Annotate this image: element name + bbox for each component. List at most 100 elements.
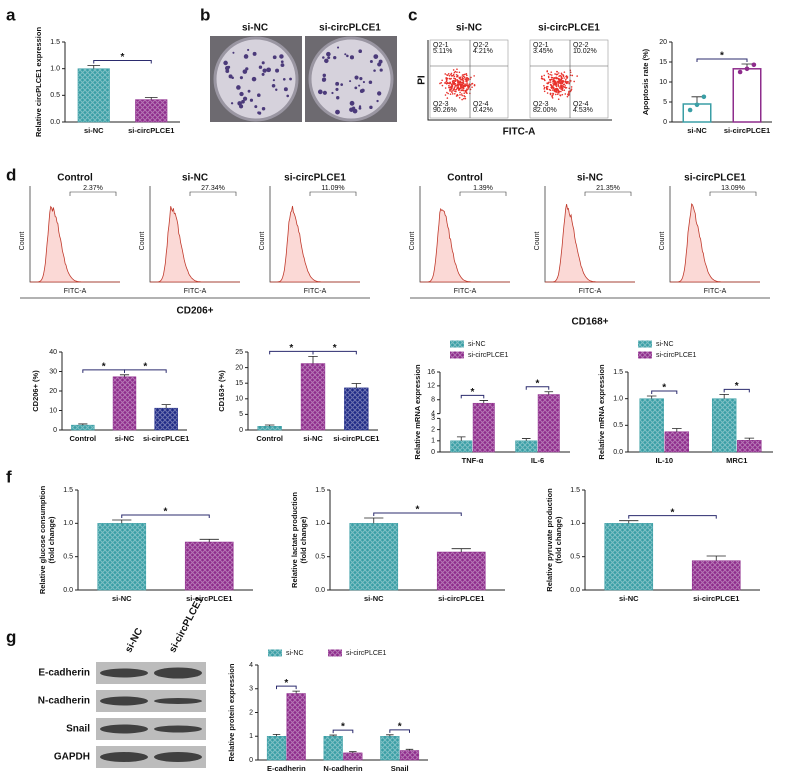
- error-bar: [405, 748, 414, 751]
- event-dot: [555, 93, 557, 96]
- event-dot: [464, 73, 466, 76]
- legend-label: si-NC: [286, 650, 304, 657]
- panel-label: f: [6, 467, 12, 486]
- legend-label: si-circPLCE1: [346, 650, 387, 657]
- y-tick-label: 1.0: [315, 520, 325, 527]
- bar: [257, 426, 282, 431]
- y-tick-label: 1.5: [50, 39, 60, 46]
- colony: [261, 61, 265, 65]
- event-dot: [558, 87, 561, 89]
- colony: [336, 46, 340, 49]
- event-dot: [570, 86, 573, 88]
- histogram: [270, 205, 360, 283]
- y-axis-label: Relative mRNA expression: [597, 364, 606, 460]
- event-dot: [454, 80, 457, 83]
- significance-bracket: [696, 58, 748, 62]
- y-tick-label: 30: [49, 368, 57, 375]
- y-tick-label: 1.0: [50, 66, 60, 73]
- significance-label: *: [735, 381, 739, 392]
- axis-line: [669, 186, 760, 283]
- event-dot: [468, 83, 471, 85]
- y-tick-label: 4: [431, 410, 435, 417]
- event-dot: [564, 80, 567, 82]
- significance-bracket: [525, 386, 550, 390]
- event-dot: [556, 88, 559, 90]
- x-tick-label: IL-10: [655, 456, 673, 465]
- colony: [349, 100, 355, 106]
- significance-label: *: [143, 361, 147, 372]
- gate-bracket: [309, 191, 357, 196]
- event-dot: [555, 88, 557, 91]
- error-bar: [199, 538, 219, 542]
- bar: [537, 394, 560, 453]
- event-dot: [454, 88, 456, 91]
- axis-line: [427, 40, 612, 121]
- event-dot: [454, 70, 457, 73]
- event-dot: [555, 73, 558, 76]
- event-dot: [452, 88, 455, 91]
- y-axis-label: (fold change): [299, 516, 308, 564]
- significance-bracket: [389, 729, 410, 733]
- event-dot: [444, 82, 446, 84]
- x-tick-label: N-cadherin: [323, 764, 363, 773]
- event-dot: [552, 93, 555, 95]
- x-tick-label: si-circPLCE1: [128, 126, 174, 135]
- event-dot: [550, 84, 553, 87]
- x-tick-label: si-circPLCE1: [186, 594, 232, 603]
- band: [100, 696, 148, 706]
- error-bar: [364, 517, 384, 524]
- event-dot: [543, 90, 546, 93]
- event-dot: [556, 77, 559, 79]
- x-tick-label: si-circPLCE1: [724, 126, 770, 135]
- gate-bracket: [189, 191, 237, 196]
- axis-label: Count: [659, 232, 666, 251]
- event-dot: [456, 75, 459, 78]
- colony: [279, 54, 284, 59]
- colony: [368, 80, 373, 84]
- significance-label: *: [471, 387, 475, 398]
- event-dot: [561, 80, 564, 83]
- event-dot: [448, 82, 451, 85]
- plot-title: si-circPLCE1: [538, 23, 600, 34]
- event-dot: [457, 83, 460, 86]
- quadrant-name: Q2-1: [533, 42, 549, 49]
- y-tick-label: 1.5: [613, 369, 623, 376]
- colony: [369, 59, 373, 63]
- event-dot: [462, 97, 465, 100]
- colony: [282, 77, 286, 81]
- panel-label: a: [6, 5, 16, 24]
- event-dot: [550, 78, 552, 81]
- gate-bracket: [584, 191, 632, 196]
- event-dot: [447, 73, 450, 75]
- quadrant-percent: 0.42%: [473, 107, 493, 114]
- event-dot: [566, 95, 569, 98]
- x-tick-label: si-NC: [687, 126, 707, 135]
- y-axis-label: Relative mRNA expression: [413, 364, 422, 460]
- event-dot: [550, 76, 553, 79]
- event-dot: [466, 77, 469, 79]
- event-dot: [558, 85, 560, 88]
- event-dot: [456, 87, 458, 90]
- histogram: [420, 207, 510, 283]
- error-bar: [646, 395, 657, 399]
- colony: [275, 88, 278, 91]
- event-dot: [462, 80, 465, 82]
- event-dot: [445, 80, 448, 82]
- colony: [242, 96, 248, 101]
- event-dot: [465, 77, 467, 80]
- data-point: [687, 107, 693, 113]
- x-tick-label: si-NC: [303, 434, 323, 443]
- bar: [323, 736, 343, 761]
- event-dot: [464, 83, 466, 85]
- significance-bracket: [312, 350, 357, 355]
- gate-percent: 11.09%: [321, 185, 344, 192]
- event-dot: [461, 81, 464, 84]
- bar: [691, 560, 741, 591]
- colony: [230, 102, 234, 105]
- y-tick-label: 20: [235, 364, 243, 371]
- lane-label: si-circPLCE1: [167, 595, 206, 655]
- colony: [327, 56, 331, 60]
- x-tick-label: si-NC: [619, 594, 639, 603]
- colony: [227, 65, 231, 69]
- colony: [271, 83, 276, 88]
